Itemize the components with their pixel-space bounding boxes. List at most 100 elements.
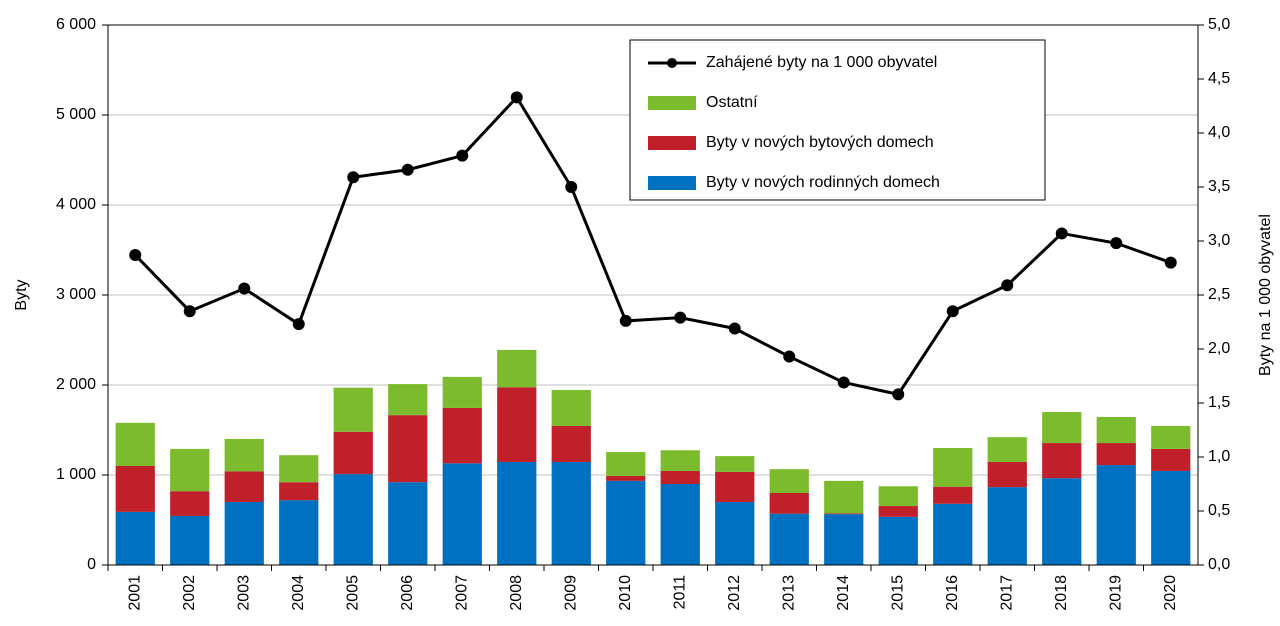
bar <box>933 503 973 565</box>
x-tick-label: 2003 <box>235 575 252 611</box>
bar <box>660 450 700 471</box>
bar <box>1042 478 1082 565</box>
x-tick-label: 2001 <box>126 575 143 611</box>
x-tick-label: 2006 <box>399 575 416 611</box>
bar <box>715 456 755 472</box>
y2-tick-label: 0,5 <box>1208 502 1230 519</box>
bar <box>1042 412 1082 444</box>
bar <box>1096 416 1136 444</box>
y2-axis-label: Byty na 1 000 obyvatel <box>1257 214 1274 376</box>
bar <box>606 475 646 481</box>
line-point <box>783 350 796 363</box>
line-point <box>1164 256 1177 269</box>
bar <box>170 491 210 516</box>
x-tick-label: 2008 <box>508 575 525 611</box>
bar <box>987 487 1027 565</box>
bar <box>769 493 809 514</box>
bar <box>824 514 864 565</box>
line-point <box>837 376 850 389</box>
y-tick-label: 5 000 <box>56 106 96 123</box>
bar <box>933 486 973 504</box>
bar <box>1151 448 1191 471</box>
y2-tick-label: 4,0 <box>1208 124 1230 141</box>
line-point <box>238 282 251 295</box>
legend-label: Ostatní <box>706 94 758 111</box>
x-tick-label: 2007 <box>453 575 470 611</box>
bar <box>769 513 809 565</box>
bar <box>388 482 428 565</box>
bar <box>170 515 210 565</box>
line-point <box>674 311 687 324</box>
bar <box>442 376 482 408</box>
y-tick-label: 6 000 <box>56 16 96 33</box>
bar <box>170 448 210 492</box>
bar <box>333 387 373 432</box>
line-point <box>565 181 578 193</box>
bar <box>551 461 591 565</box>
x-tick-label: 2012 <box>726 575 743 611</box>
bar <box>279 455 319 483</box>
bar <box>224 439 264 472</box>
bar <box>824 513 864 515</box>
y2-tick-label: 5,0 <box>1208 16 1230 33</box>
x-tick-label: 2014 <box>835 575 852 611</box>
x-tick-label: 2016 <box>944 575 961 611</box>
line-point <box>946 305 959 318</box>
bar <box>115 422 155 466</box>
legend-label: Zahájené byty na 1 000 obyvatel <box>706 54 937 71</box>
y-tick-label: 1 000 <box>56 466 96 483</box>
line-point <box>619 314 632 327</box>
y2-tick-label: 1,0 <box>1208 448 1230 465</box>
x-tick-label: 2015 <box>889 575 906 611</box>
bar <box>606 452 646 476</box>
bar <box>115 511 155 565</box>
x-tick-label: 2004 <box>290 575 307 611</box>
bar <box>497 461 537 565</box>
bar <box>660 470 700 484</box>
y2-tick-label: 2,5 <box>1208 286 1230 303</box>
bar <box>279 482 319 501</box>
bar <box>987 461 1027 488</box>
line-point <box>892 388 905 401</box>
legend-label: Byty v nových bytových domech <box>706 134 934 151</box>
y2-tick-label: 1,5 <box>1208 394 1230 411</box>
line-point <box>401 163 414 176</box>
bar <box>987 437 1027 462</box>
line-point <box>728 322 741 335</box>
y-tick-label: 0 <box>87 556 96 573</box>
x-tick-label: 2017 <box>998 575 1015 611</box>
bar <box>660 484 700 565</box>
x-tick-label: 2009 <box>562 575 579 611</box>
plot-border <box>107 24 1199 566</box>
line-point <box>1110 237 1123 250</box>
line-point <box>183 305 196 318</box>
y2-tick-label: 3,5 <box>1208 178 1230 195</box>
bar <box>878 516 918 565</box>
bar <box>1096 465 1136 565</box>
legend <box>629 39 1046 201</box>
bar <box>551 425 591 462</box>
bar <box>115 466 155 512</box>
legend-swatch <box>667 58 677 68</box>
line-point <box>456 149 469 162</box>
legend-label: Byty v nových rodinných domech <box>706 174 940 191</box>
legend-swatch <box>648 136 696 150</box>
y-tick-label: 3 000 <box>56 286 96 303</box>
line-point <box>129 249 142 262</box>
y2-tick-label: 3,0 <box>1208 232 1230 249</box>
y2-tick-label: 4,5 <box>1208 70 1230 87</box>
bar <box>715 502 755 565</box>
x-tick-label: 2019 <box>1107 575 1124 611</box>
y2-tick-label: 0,0 <box>1208 556 1230 573</box>
x-tick-label: 2011 <box>671 575 688 610</box>
x-tick-label: 2020 <box>1162 575 1179 611</box>
bar <box>551 389 591 426</box>
line-point <box>1055 227 1068 240</box>
bar <box>878 486 918 507</box>
bar <box>878 506 918 517</box>
line <box>134 94 1172 397</box>
y-axis-label: Byty <box>13 279 30 310</box>
bar <box>388 415 428 483</box>
bar <box>824 480 864 514</box>
